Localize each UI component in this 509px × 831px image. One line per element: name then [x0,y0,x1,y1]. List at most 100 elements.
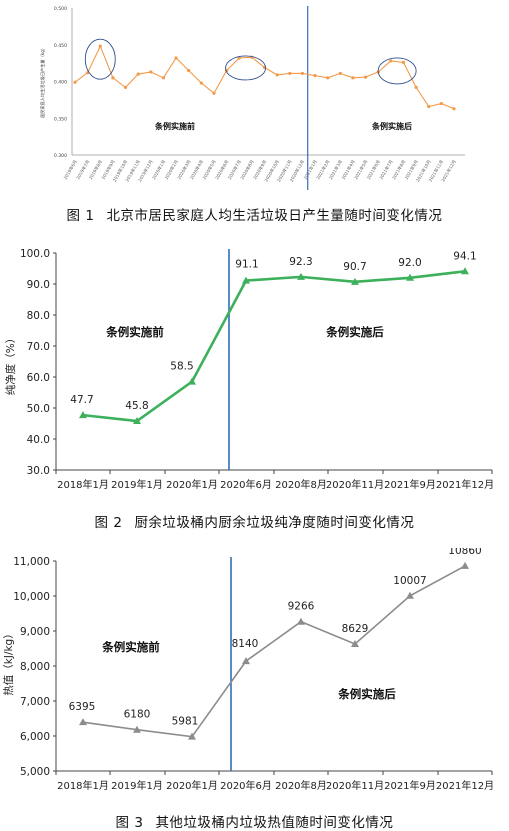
data-point-marker [406,273,414,281]
data-point [111,76,115,80]
data-label: 94.1 [453,250,476,262]
figure-1-number: 图 1 [66,208,95,224]
data-point-marker [242,276,250,284]
data-point [123,85,128,89]
annotation-before: 条例实施前 [101,640,160,654]
data-point-marker [406,591,414,599]
data-point [199,81,203,85]
data-point-marker [297,272,305,280]
figure-1-title: 北京市居民家庭人均生活垃圾日产生量随时间变化情况 [106,208,443,224]
data-point [427,104,431,109]
annotation-before: 条例实施前 [154,121,195,131]
chart-2-kitchen-waste-purity: 30.0 40.0 50.0 60.0 70.0 80.0 90.0 100.0 2018年1月… [4,248,494,491]
y-tick-label: 10,000 [13,591,50,603]
data-point-marker [133,725,141,733]
data-point [212,91,216,95]
annotation-before: 条例实施前 [105,325,164,339]
x-tick-label: 2018年1月 [57,478,109,491]
data-point-marker [188,732,196,740]
y-tick-label: 6,000 [20,731,50,743]
highlight-circle [84,38,116,80]
x-tick-label: 2020年8月 [275,478,327,491]
data-point [149,70,153,74]
y-axis-label: 居民家庭人均生活垃圾日产生量（kg） [39,46,46,118]
data-point [363,75,368,79]
y-axis-label: 热值（kJ/kg） [2,628,15,695]
data-point-marker [461,267,469,275]
data-point [389,59,393,63]
data-point [326,76,330,80]
y-axis-label: 纯净度（%） [4,333,17,395]
figure-3-number: 图 3 [115,815,144,831]
data-point-marker [297,617,305,625]
x-tick-label: 2021年12月 [436,779,494,792]
y-tick-label: 50.0 [27,403,50,415]
y-tick-label: 30.0 [27,465,50,477]
figure-2-number: 图 2 [94,515,123,531]
data-label: 6180 [124,709,151,721]
data-point-marker [242,657,250,665]
data-point-marker [351,639,359,647]
data-point [338,71,342,76]
data-label: 92.3 [289,256,312,268]
y-tick-label: 0.350 [54,116,67,122]
data-label: 92.0 [398,257,421,269]
data-point [174,56,178,60]
data-point-marker [351,277,359,285]
x-tick-label: 2018年1月 [57,779,109,792]
x-tick-label: 2019年1月 [111,478,163,491]
data-point [136,72,140,76]
data-point [187,68,191,73]
y-tick-label: 60.0 [27,372,50,384]
figure-3-caption: 图 3 其他垃圾桶内垃圾热值随时间变化情况 [0,811,509,831]
y-tick-label: 0.300 [54,153,67,159]
data-point [300,71,304,76]
x-tick-label: 2020年6月 [220,779,272,792]
series-line [74,44,455,110]
data-point [98,44,102,48]
data-label: 45.8 [125,400,148,412]
y-tick-label: 0.400 [54,80,67,86]
data-point [275,73,279,77]
data-point [401,60,406,64]
x-tick-label: 2020年8月 [275,779,327,792]
data-point-marker [133,417,141,425]
data-label: 5981 [172,716,199,728]
data-point [414,85,418,89]
y-tick-label: 9,000 [20,626,50,638]
data-label: 90.7 [343,261,366,273]
x-tick-label: 2021年9月 [384,478,436,491]
data-label: 58.5 [170,361,193,373]
data-point-marker [188,377,196,385]
x-tick-label: 2020年1月 [166,478,218,491]
highlight-circle [377,57,417,85]
y-tick-label: 8,000 [20,661,50,673]
figure-2-caption: 图 2 厨余垃圾桶内厨余垃圾纯净度随时间变化情况 [0,511,509,531]
chart-3-other-waste-calorific: 5,000 6,000 7,000 8,000 9,000 10,000 11,000 201… [2,548,494,792]
y-tick-label: 5,000 [20,766,50,778]
figure-2-title: 厨余垃圾桶内厨余垃圾纯净度随时间变化情况 [134,515,415,531]
data-point [73,80,77,84]
y-tick-label: 7,000 [20,696,50,708]
y-tick-label: 11,000 [13,556,50,568]
y-tick-label: 70.0 [27,341,50,353]
data-label: 9266 [288,601,315,613]
y-tick-label: 80.0 [27,310,50,322]
x-tick-label: 2020年11月 [326,478,384,491]
x-tick-label: 2020年1月 [166,779,218,792]
x-tick-label: 2021年12月 [436,478,494,491]
data-label: 8629 [342,623,369,635]
data-point [161,76,166,80]
data-label: 8140 [232,638,259,650]
data-point-marker [461,561,469,569]
data-label: 10860 [448,548,481,557]
data-label: 47.7 [70,394,93,406]
y-tick-label: 0.500 [54,6,67,12]
y-tick-label: 100.0 [20,248,50,260]
x-tick-label: 2019年1月 [111,779,163,792]
y-tick-label: 0.450 [54,43,67,49]
x-tick-label: 2020年6月 [220,478,272,491]
data-label: 6395 [69,701,96,713]
annotation-after: 条例实施后 [337,687,396,701]
data-point [288,71,292,76]
